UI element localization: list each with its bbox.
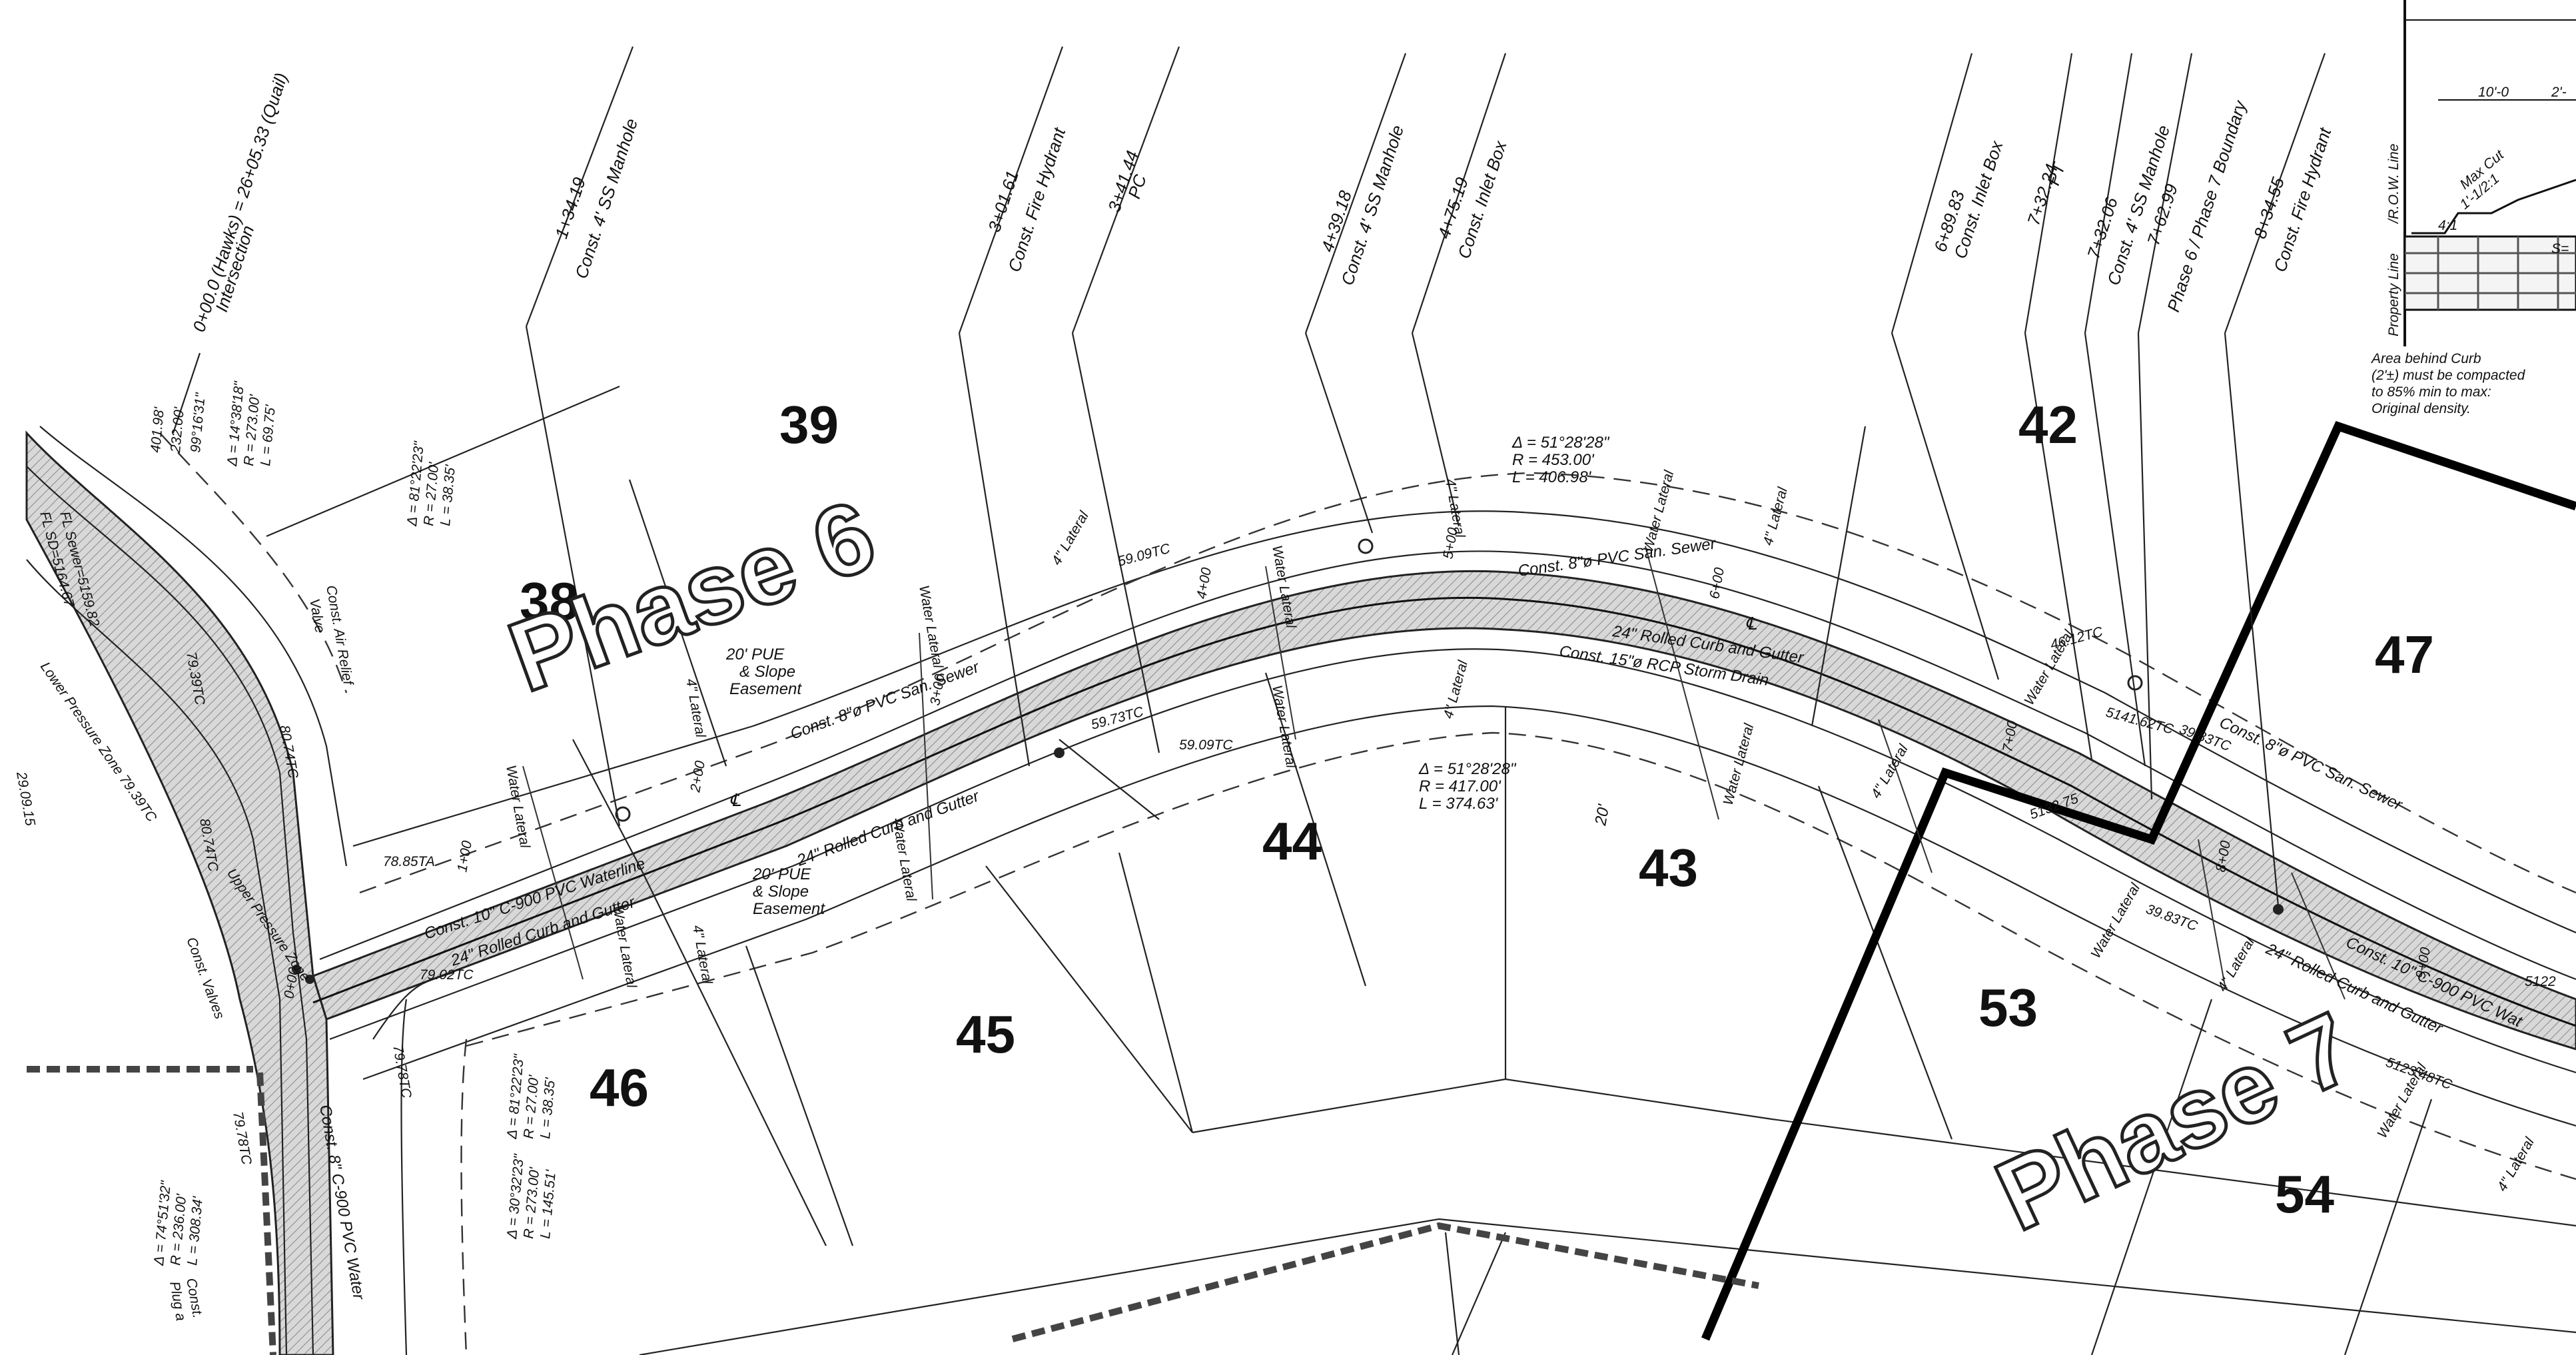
lateral-4-a: 4" Lateral <box>683 678 708 739</box>
water-lateral-1: Water Lateral <box>503 764 533 850</box>
pue-label-1c: Easement <box>729 680 802 698</box>
road-sta-5: 5+00 <box>1440 526 1461 560</box>
curve-c3-delta: 99°16'31" <box>188 391 209 453</box>
elev-16: 5122 <box>2525 974 2556 989</box>
pue-label-1b: & Slope <box>739 663 795 681</box>
valves-label: Const. Valves <box>183 935 227 1021</box>
station-9-desc: Phase 6 / Phase 7 Boundary <box>2163 97 2250 314</box>
cl-symbol-1: ℄ <box>729 790 741 810</box>
road-sta-6: 6+00 <box>1707 566 1727 600</box>
typical-section-inset: /R.O.W. Line Property Line 10'-0 2'- Max… <box>2370 0 2576 416</box>
road-sta-1: 1+00 <box>454 839 475 873</box>
cl-symbol-2: ℄ <box>1745 614 1757 634</box>
curve-c3-radius: 232.00' <box>168 406 187 454</box>
lot-54: 54 <box>2275 1164 2334 1224</box>
inset-note-4: Original density. <box>2371 401 2471 416</box>
pue-label-2a: 20' PUE <box>752 865 811 883</box>
phase-6-label: Phase 6 <box>495 478 888 713</box>
inset-s: S= <box>2551 241 2569 256</box>
lot-39: 39 <box>779 395 839 454</box>
width-label: 20' <box>1591 802 1613 827</box>
elev-18: 29.09.15 <box>13 770 38 827</box>
air-relief-1: Const. Air Relief <box>323 584 356 687</box>
curve-outer-length: L = 406.98' <box>1512 468 1592 486</box>
inset-note-3: to 85% min to max: <box>2371 384 2491 400</box>
san-sewer-label-2: Const. 8"ø PVC San. Sewer <box>1517 534 1717 580</box>
pue-label-2c: Easement <box>753 900 825 918</box>
lateral-4-e: 4" Lateral <box>1761 485 1791 547</box>
curve-inner-radius: R = 417.00' <box>1419 777 1502 795</box>
curve-inner-length: L = 374.63' <box>1419 795 1499 813</box>
elev-3: 59.09TC <box>1179 737 1233 753</box>
elev-8: 78.85TA <box>383 854 435 869</box>
pue-label-2b: & Slope <box>753 883 809 901</box>
water-lateral-9: Water Lateral <box>2088 880 2143 961</box>
inset-row-label: /R.O.W. Line <box>2386 144 2401 225</box>
lot-53: 53 <box>1978 978 2038 1037</box>
station-2: 3+01.61 <box>984 169 1023 234</box>
lot-42: 42 <box>2018 395 2078 454</box>
road-sta-2: 2+00 <box>687 759 708 794</box>
lot-46: 46 <box>590 1058 649 1117</box>
lateral-4-b: 4" Lateral <box>1049 508 1092 568</box>
elev-11: 79.78TC <box>230 1111 254 1166</box>
water-lateral-4: Water Lateral <box>1269 684 1299 770</box>
lot-45: 45 <box>956 1005 1015 1064</box>
curve-inner-delta: Δ = 51°28'28" <box>1418 760 1517 778</box>
lot-47: 47 <box>2375 625 2434 684</box>
lot-44: 44 <box>1262 811 1322 871</box>
inset-prop-label: Property Line <box>2386 253 2401 336</box>
road-sta-4: 4+00 <box>1194 566 1214 600</box>
san-sewer-label-3: Const. 8"ø PVC San. Sewer <box>2216 713 2405 814</box>
elev-7: 39.83TC <box>2144 901 2200 934</box>
elev-15: 5123.48TC <box>2383 1055 2454 1093</box>
elev-9: 79.02TC <box>420 967 474 983</box>
water-lateral-5: Water Lateral <box>889 817 919 903</box>
elev-10: 79.78TC <box>390 1044 414 1100</box>
water-lateral-11: Water Lateral <box>610 904 640 990</box>
inset-note-2: (2'±) must be compacted <box>2371 368 2526 383</box>
station-0: 0+00.0 (Hawks) = 26+05.33 (Quail) <box>189 71 291 334</box>
station-1: 1+34.19 <box>551 175 590 241</box>
inset-dim: 10'-0 <box>2478 85 2509 100</box>
pue-label-1a: 20' PUE <box>725 646 785 664</box>
station-callouts: 0+00.0 (Hawks) = 26+05.33 (Quail) Inters… <box>189 71 2336 334</box>
lateral-4-d: 4" Lateral <box>1441 658 1472 720</box>
inset-note-1: Area behind Curb <box>2370 351 2481 366</box>
lot-43: 43 <box>1639 838 1698 897</box>
elev-1: 59.09TC <box>1116 541 1172 570</box>
curve-c3-length: 401.98' <box>148 406 167 453</box>
lateral-4-i: 4" Lateral <box>2494 1134 2537 1194</box>
curve-outer-radius: R = 453.00' <box>1512 451 1595 469</box>
inset-dim2: 2'- <box>2551 85 2567 100</box>
air-relief-2: Valve <box>306 598 328 634</box>
curve-outer-delta: Δ = 51°28'28" <box>1511 434 1610 452</box>
inset-41: 4:1 <box>2438 218 2457 233</box>
